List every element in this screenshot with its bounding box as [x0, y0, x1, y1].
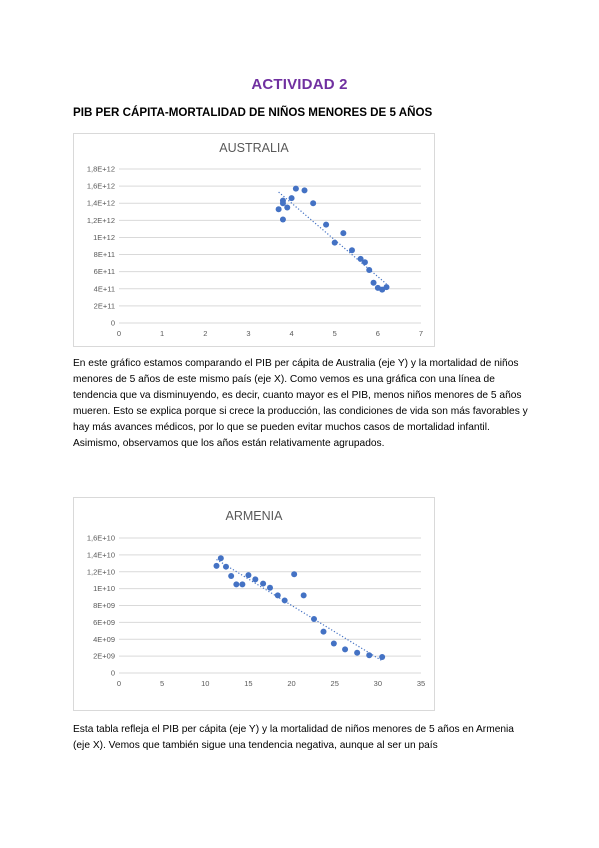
data-point [245, 572, 252, 579]
data-point [331, 239, 338, 246]
data-point [291, 571, 298, 578]
data-point [228, 572, 235, 579]
x-tick-label: 1 [160, 329, 164, 338]
australia-paragraph: En este gráfico estamos comparando el PI… [73, 356, 533, 452]
y-tick-label: 2E+09 [93, 652, 115, 661]
data-point [361, 259, 368, 266]
y-tick-label: 1,2E+10 [87, 567, 115, 576]
data-point [260, 580, 267, 587]
trendline [216, 558, 383, 662]
chart-title: ARMENIA [225, 509, 283, 523]
data-point [340, 230, 347, 237]
y-tick-label: 4E+11 [94, 284, 115, 293]
data-point [300, 592, 307, 599]
y-tick-label: 1,6E+12 [87, 182, 115, 191]
x-tick-label: 3 [246, 329, 250, 338]
y-tick-label: 1E+10 [93, 584, 115, 593]
x-tick-label: 2 [203, 329, 207, 338]
y-tick-label: 6E+11 [94, 267, 115, 276]
x-tick-label: 15 [244, 679, 252, 688]
data-point [320, 628, 327, 635]
data-point [348, 247, 355, 254]
x-tick-label: 7 [419, 329, 423, 338]
y-tick-label: 4E+09 [93, 635, 115, 644]
y-tick-label: 1,8E+12 [87, 165, 115, 174]
x-tick-label: 0 [117, 679, 121, 688]
data-point [323, 221, 330, 228]
x-tick-label: 30 [374, 679, 382, 688]
australia-plot: 0 2E+11 4E+11 6E+11 8E+11 1E+12 1,2E+12 1,4E+12… [87, 165, 423, 339]
australia-paragraph-text: En este gráfico estamos comparando el PI… [73, 358, 528, 449]
armenia-paragraph: Esta tabla refleja el PIB per cápita (ej… [73, 722, 533, 754]
y-tick-label: 8E+09 [93, 601, 115, 610]
x-tick-label: 5 [333, 329, 337, 338]
data-point [330, 640, 337, 647]
data-point [279, 216, 286, 223]
data-point [301, 187, 308, 194]
data-point [275, 206, 282, 213]
data-point [357, 255, 364, 262]
x-tick-label: 20 [287, 679, 295, 688]
y-tick-label: 1,4E+12 [87, 199, 115, 208]
data-point [222, 563, 229, 570]
x-tick-label: 25 [331, 679, 339, 688]
trendline [278, 191, 387, 285]
chart-title: AUSTRALIA [219, 141, 289, 155]
x-tick-label: 4 [289, 329, 293, 338]
x-tick-label: 35 [417, 679, 425, 688]
data-point [292, 185, 299, 192]
data-point [379, 653, 386, 660]
data-point [274, 592, 281, 599]
y-tick-label: 1,6E+10 [87, 534, 115, 543]
data-point [252, 576, 259, 583]
data-point [239, 581, 246, 588]
data-point [366, 266, 373, 273]
australia-chart: AUSTRALIA 0 2E+11 4E+11 6E+11 8E+11 1E+12 1,2E… [73, 133, 435, 347]
data-point [267, 584, 273, 591]
data-point [310, 200, 317, 207]
x-tick-label: 10 [201, 679, 209, 688]
x-tick-label: 0 [117, 329, 121, 338]
data-point [288, 195, 295, 202]
data-point [370, 279, 377, 286]
y-tick-label: 6E+09 [93, 618, 115, 627]
armenia-paragraph-text: Esta tabla refleja el PIB per cápita (ej… [73, 724, 514, 751]
y-tick-label: 1,2E+12 [87, 216, 115, 225]
x-tick-label: 6 [376, 329, 380, 338]
data-point [279, 197, 286, 204]
data-point [342, 646, 349, 653]
y-tick-label: 8E+11 [94, 250, 115, 259]
data-point [233, 581, 240, 588]
data-point [354, 649, 361, 656]
page-subtitle: PIB PER CÁPITA-MORTALIDAD DE NIÑOS MENOR… [73, 106, 433, 119]
x-tick-label: 5 [160, 679, 164, 688]
armenia-plot: 0 2E+09 4E+09 6E+09 8E+09 1E+10 1,2E+10 1,4E+10… [87, 534, 425, 689]
data-point [311, 616, 318, 622]
y-tick-label: 0 [111, 669, 115, 678]
y-tick-label: 0 [111, 319, 115, 328]
data-point [281, 597, 288, 604]
data-point [366, 652, 373, 659]
y-tick-label: 1E+12 [93, 233, 115, 242]
data-point [383, 284, 390, 291]
y-tick-label: 1,4E+10 [87, 550, 115, 559]
data-point [217, 555, 224, 562]
page-heading: ACTIVIDAD 2 [251, 76, 348, 93]
y-tick-label: 2E+11 [94, 301, 115, 310]
data-point [213, 562, 220, 569]
data-point [284, 204, 291, 211]
armenia-chart: ARMENIA 0 2E+09 4E+09 6E+09 8E+09 1E+10 1,2E+1… [73, 497, 435, 711]
data-point [374, 284, 381, 291]
